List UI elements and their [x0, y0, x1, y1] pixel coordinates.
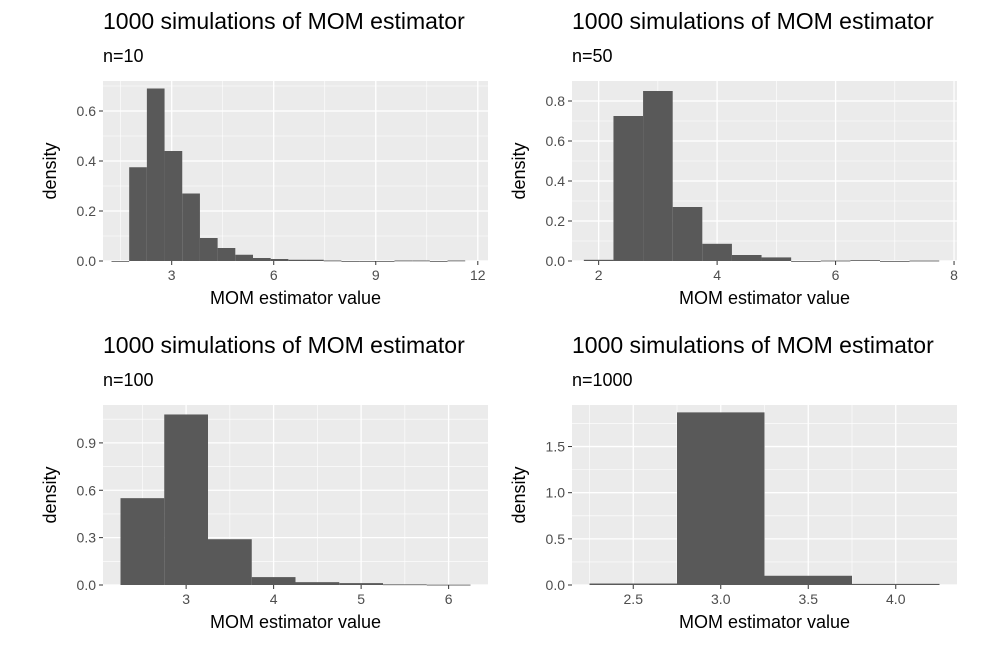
y-axis-label: density: [40, 466, 60, 523]
histogram-bar: [208, 539, 252, 585]
y-axis-label: density: [40, 142, 60, 199]
x-tick-label: 2: [595, 267, 603, 283]
histogram-bar: [295, 582, 340, 585]
histogram-bar: [731, 255, 762, 261]
x-tick-label: 4: [270, 591, 278, 607]
x-tick-label: 8: [950, 267, 958, 283]
histogram-bar: [341, 261, 360, 262]
histogram-bar: [235, 254, 253, 261]
histogram-bar: [429, 261, 448, 262]
y-tick-label: 0.6: [546, 133, 566, 149]
histogram-bar: [672, 207, 703, 261]
histogram-bar: [589, 583, 677, 585]
x-tick-label: 3.0: [711, 591, 731, 607]
histogram-bar: [270, 259, 289, 261]
histogram-svg: 0.0 0.2 0.4 0.6 3 6 9 12 MOM estimator value dens…: [40, 81, 488, 308]
x-axis-label: MOM estimator value: [679, 288, 850, 308]
histogram-bar: [764, 575, 852, 585]
histogram-bar: [677, 412, 765, 585]
y-tick-label: 0.0: [546, 577, 566, 593]
histogram-bar: [643, 91, 673, 261]
x-axis-label: MOM estimator value: [210, 288, 381, 308]
histogram-bar: [359, 261, 377, 262]
chart-title: 1000 simulations of MOM estimator: [572, 8, 934, 34]
x-tick-label: 9: [372, 267, 380, 283]
histogram-bar: [909, 260, 940, 262]
histogram-panel-n10: 1000 simulations of MOM estimator n=10 0…: [0, 0, 494, 324]
x-axis-label: MOM estimator value: [679, 612, 850, 632]
x-tick-label: 12: [470, 267, 486, 283]
x-tick-label: 3.5: [799, 591, 819, 607]
histogram-bar: [288, 259, 307, 261]
chart-title: 1000 simulations of MOM estimator: [572, 332, 934, 358]
y-axis-label: density: [509, 466, 529, 523]
x-tick-label: 3: [182, 591, 190, 607]
x-axis-label: MOM estimator value: [210, 612, 381, 632]
chart-subtitle: n=1000: [572, 370, 633, 390]
histogram-bar: [306, 259, 324, 261]
histogram-bar: [583, 259, 614, 261]
x-tick-label: 2.5: [624, 591, 644, 607]
histogram-bar: [164, 151, 183, 261]
histogram-bar: [251, 577, 296, 585]
histogram-bar: [182, 193, 200, 261]
y-tick-label: 0.8: [546, 93, 566, 109]
y-tick-label: 0.0: [77, 253, 97, 269]
histogram-bar: [339, 583, 383, 585]
histogram-svg: 0.0 0.2 0.4 0.6 0.8 2 4 6 8 MOM estimator value de…: [509, 81, 958, 308]
histogram-panel-n1000: 1000 simulations of MOM estimator n=1000…: [469, 324, 963, 648]
x-tick-label: 6: [832, 267, 840, 283]
y-axis-label: density: [509, 142, 529, 199]
x-tick-label: 6: [270, 267, 278, 283]
y-tick-label: 0.0: [77, 577, 97, 593]
histogram-bar: [383, 584, 427, 586]
histogram-panel-n50: 1000 simulations of MOM estimator n=50 0…: [469, 0, 963, 324]
histogram-bar: [850, 260, 880, 261]
histogram-bar: [613, 116, 644, 261]
histogram-bar: [852, 583, 940, 585]
x-tick-label: 4.0: [886, 591, 906, 607]
histogram-bar: [880, 261, 910, 262]
chart-subtitle: n=10: [103, 46, 144, 66]
histogram-bar: [146, 88, 165, 261]
histogram-bar: [702, 243, 732, 261]
y-tick-label: 0.2: [546, 213, 566, 229]
histogram-svg: 0.0 0.3 0.6 0.9 3 4 5 6 MOM estimator value densi…: [40, 405, 488, 632]
histogram-bar: [199, 238, 218, 261]
histogram-bar: [129, 167, 147, 261]
histogram-svg: 0.0 0.5 1.0 1.5 2.5 3.0 3.5 4.0 MOM estimator va…: [509, 405, 957, 632]
y-tick-label: 0.2: [77, 203, 97, 219]
histogram-bar: [164, 414, 208, 585]
histogram-bar: [111, 261, 130, 262]
histogram-bar: [447, 260, 466, 262]
histogram-bar: [412, 260, 430, 262]
x-tick-label: 4: [713, 267, 721, 283]
histogram-bar: [252, 258, 271, 261]
x-tick-label: 3: [168, 267, 176, 283]
histogram-bar: [376, 261, 395, 262]
y-tick-label: 1.5: [546, 439, 566, 455]
y-tick-label: 1.0: [546, 485, 566, 501]
x-tick-label: 5: [357, 591, 365, 607]
y-tick-label: 0.9: [77, 435, 97, 451]
y-tick-label: 0.5: [546, 531, 566, 547]
y-tick-label: 0.6: [77, 103, 97, 119]
y-tick-label: 0.6: [77, 482, 97, 498]
histogram-bar: [761, 257, 792, 261]
chart-title: 1000 simulations of MOM estimator: [103, 332, 465, 358]
chart-subtitle: n=100: [103, 370, 154, 390]
histogram-bar: [394, 260, 413, 262]
x-tick-label: 6: [445, 591, 453, 607]
histogram-bar: [120, 498, 165, 585]
y-tick-label: 0.4: [77, 153, 97, 169]
histogram-bar: [791, 261, 821, 262]
y-tick-label: 0.3: [77, 530, 97, 546]
histogram-bar: [217, 248, 236, 261]
histogram-panel-n100: 1000 simulations of MOM estimator n=100 …: [0, 324, 494, 648]
chart-subtitle: n=50: [572, 46, 613, 66]
y-tick-label: 0.4: [546, 173, 566, 189]
chart-title: 1000 simulations of MOM estimator: [103, 8, 465, 34]
histogram-bar: [323, 260, 342, 262]
y-tick-label: 0.0: [546, 253, 566, 269]
